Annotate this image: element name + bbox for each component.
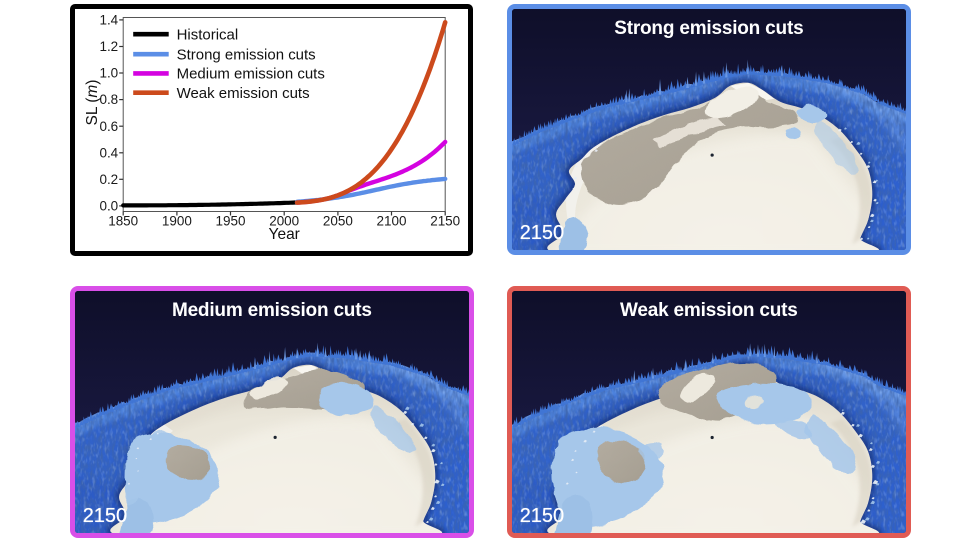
svg-text:0.8: 0.8 — [99, 92, 118, 107]
svg-text:1.4: 1.4 — [99, 12, 118, 27]
svg-text:0.6: 0.6 — [99, 119, 118, 134]
svg-text:Medium emission cuts: Medium emission cuts — [176, 66, 324, 83]
svg-text:2100: 2100 — [376, 214, 406, 229]
svg-text:1850: 1850 — [108, 214, 138, 229]
svg-text:2050: 2050 — [323, 214, 353, 229]
svg-text:0.4: 0.4 — [99, 145, 118, 160]
svg-text:Weak emission cuts: Weak emission cuts — [176, 85, 309, 102]
svg-text:0.2: 0.2 — [99, 172, 118, 187]
svg-text:2150: 2150 — [430, 214, 460, 229]
svg-text:Strong emission cuts: Strong emission cuts — [176, 46, 315, 63]
svg-text:Year: Year — [268, 226, 299, 243]
svg-text:1950: 1950 — [215, 214, 245, 229]
svg-text:1.0: 1.0 — [99, 66, 118, 81]
svg-text:2000: 2000 — [269, 214, 299, 229]
svg-text:1.2: 1.2 — [99, 39, 118, 54]
svg-text:0.0: 0.0 — [99, 198, 118, 213]
svg-text:SL (m): SL (m) — [84, 80, 101, 126]
svg-text:Historical: Historical — [176, 26, 238, 43]
svg-text:1900: 1900 — [162, 214, 192, 229]
